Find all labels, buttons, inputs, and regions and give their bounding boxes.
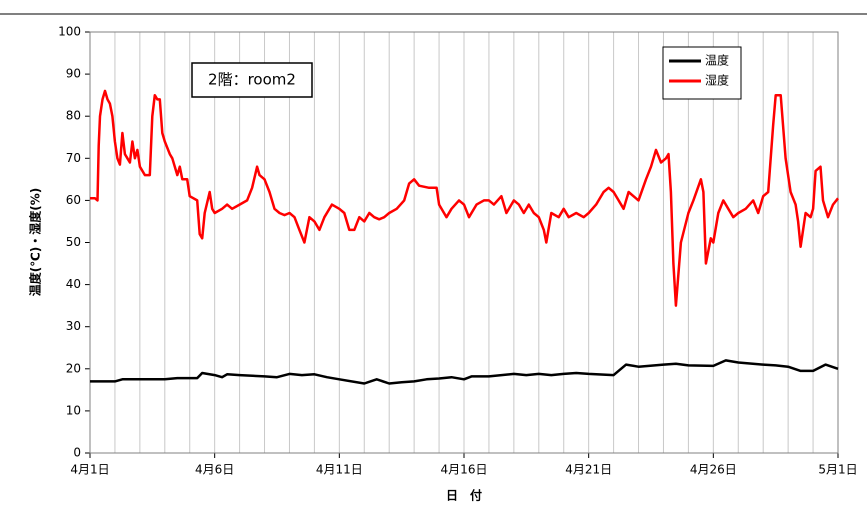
y-tick-label: 30 (66, 319, 81, 333)
x-tick-label: 4月26日 (690, 463, 737, 477)
x-tick-label: 4月1日 (70, 463, 109, 477)
y-tick-label: 80 (66, 109, 81, 123)
y-tick-label: 0 (73, 446, 81, 460)
y-tick-label: 10 (66, 403, 81, 417)
y-tick-label: 100 (58, 25, 81, 39)
y-tick-label: 50 (66, 235, 81, 249)
y-tick-label: 20 (66, 361, 81, 375)
x-axis-label: 日 付 (446, 488, 482, 503)
x-tick-label: 4月11日 (316, 463, 363, 477)
y-tick-label: 60 (66, 193, 81, 207)
series-line (90, 359, 839, 385)
series-line (90, 89, 839, 307)
y-tick-label: 40 (66, 277, 81, 291)
legend-label: 湿度 (705, 73, 729, 88)
annotation: 2階：room2 (208, 71, 296, 89)
y-tick-label: 90 (66, 67, 81, 81)
y-axis-label: 温度(℃)・湿度(%) (28, 188, 43, 297)
legend-label: 温度 (705, 53, 729, 68)
x-tick-label: 5月1日 (818, 463, 857, 477)
plot-frame (89, 31, 839, 454)
x-tick-label: 4月21日 (565, 463, 612, 477)
legend-box (662, 46, 742, 100)
annotation-box (191, 62, 313, 98)
x-tick-label: 4月6日 (195, 463, 234, 477)
x-tick-label: 4月16日 (441, 463, 488, 477)
y-tick-label: 70 (66, 151, 81, 165)
